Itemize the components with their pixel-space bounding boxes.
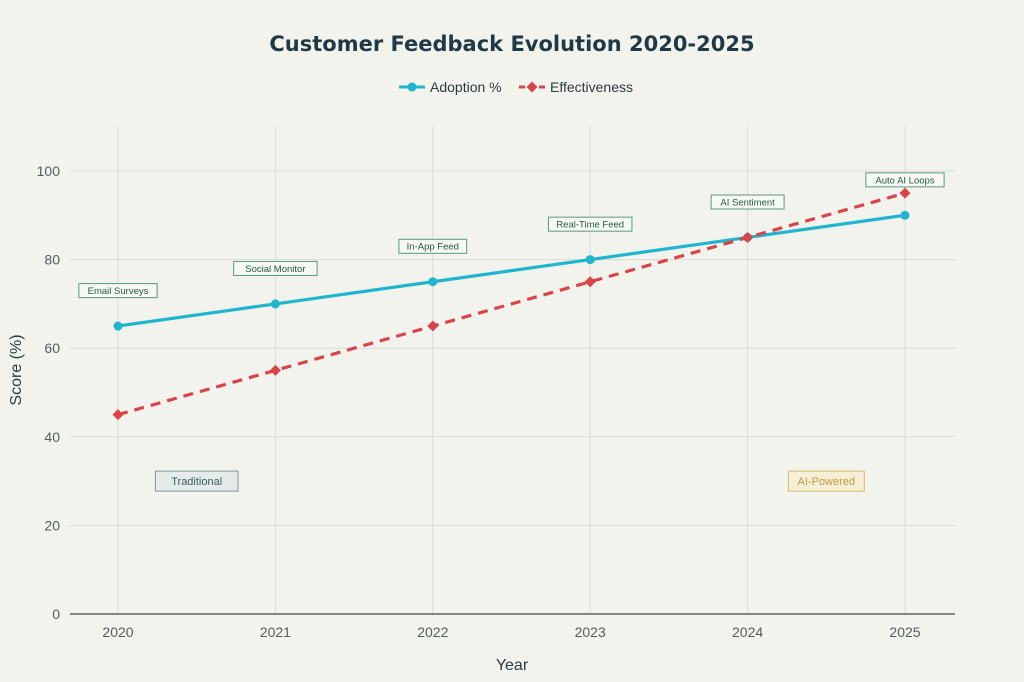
legend-item-label: Adoption % <box>430 79 502 95</box>
data-point <box>427 320 439 332</box>
era-label-box <box>154 470 239 492</box>
era-label: Traditional <box>171 476 222 488</box>
annotation-box <box>710 194 785 210</box>
data-point <box>584 276 596 288</box>
data-point <box>113 321 123 331</box>
data-point <box>742 231 754 243</box>
data-point <box>899 187 911 199</box>
legend-marker <box>407 82 417 92</box>
x-tick-label: 2022 <box>417 624 448 640</box>
x-tick-label: 2021 <box>260 624 291 640</box>
series-line <box>117 213 906 328</box>
data-point <box>900 210 910 220</box>
annotation-box <box>78 283 158 299</box>
annotation-label: In-App Feed <box>407 242 459 253</box>
annotation-label: Email Surveys <box>88 286 149 297</box>
x-tick-label: 2025 <box>889 624 920 640</box>
axes: 0 20 40 60 80 100 2020 2021 2022 2023 2024 2025 <box>37 163 955 640</box>
annotation-box <box>398 238 468 254</box>
annotation-box <box>233 260 318 276</box>
era-labels: Traditional AI-Powered <box>154 470 865 492</box>
era-label: AI-Powered <box>798 476 855 488</box>
data-point <box>585 255 595 265</box>
legend: Adoption % Effectiveness <box>399 79 633 95</box>
grid-lines <box>70 126 955 614</box>
y-tick-label: 40 <box>44 429 60 445</box>
y-tick-label: 20 <box>44 517 60 533</box>
x-tick-label: 2024 <box>732 624 763 640</box>
annotation-layer: Email Surveys Social Monitor In-App Feed Re… <box>78 172 945 299</box>
y-tick-label: 0 <box>52 606 60 622</box>
x-tick-label: 2023 <box>575 624 606 640</box>
annotation-label: Auto AI Loops <box>875 175 934 186</box>
y-tick-label: 100 <box>37 163 61 179</box>
annotation-label: Social Monitor <box>245 264 305 275</box>
series-line <box>117 191 906 417</box>
annotation-label: AI Sentiment <box>720 197 775 208</box>
chart-title: Customer Feedback Evolution 2020-2025 <box>269 32 754 56</box>
legend-marker <box>526 81 538 93</box>
data-point <box>112 409 124 421</box>
y-tick-label: 80 <box>44 252 60 268</box>
data-point <box>269 364 281 376</box>
x-tick-label: 2020 <box>102 624 133 640</box>
annotation-box <box>547 216 633 232</box>
series-layer <box>112 187 911 421</box>
era-label-box <box>787 470 865 492</box>
y-axis-title: Score (%) <box>8 334 25 405</box>
annotation-label: Real-Time Feed <box>556 220 624 231</box>
data-point <box>428 277 438 287</box>
data-point <box>270 299 280 309</box>
annotation-box <box>865 172 945 188</box>
legend-item-label: Effectiveness <box>550 79 633 95</box>
y-tick-label: 60 <box>44 340 60 356</box>
x-axis-title: Year <box>496 657 529 674</box>
